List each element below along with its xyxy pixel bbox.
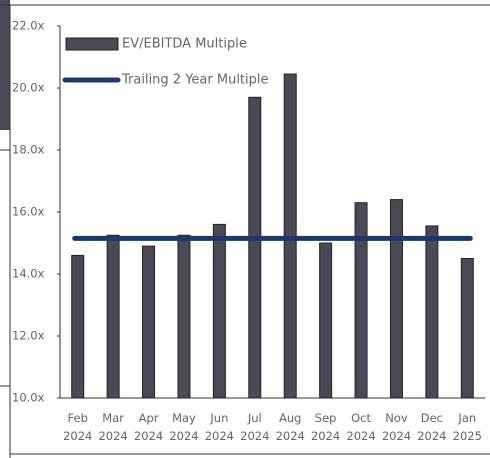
bar [177,234,191,399]
bar [248,96,262,399]
y-tick-label: 18.0x [12,143,45,157]
legend-label: EV/EBITDA Multiple [122,37,247,52]
legend-swatch [65,37,119,51]
bar [354,202,368,399]
y-tick-label: 12.0x [12,329,45,343]
x-tick-label: Feb 2024 [63,411,92,443]
x-tick-label: Mar 2024 [98,411,127,443]
bar [106,234,120,399]
x-tick-label: Oct 2024 [346,411,375,443]
x-tick-label: Dec 2024 [417,411,446,443]
y-tick-label: 14.0x [12,267,45,281]
x-tick-label: Jul 2024 [240,411,269,443]
x-tick-label: Aug 2024 [276,411,305,443]
x-tick-label: Apr 2024 [134,411,163,443]
x-tick-label: May 2024 [169,411,198,443]
x-tick-label: Jan 2025 [453,411,482,443]
legend-label: Trailing 2 Year Multiple [121,73,269,88]
bar [142,245,156,399]
bar [71,254,85,399]
side-panel [0,0,10,130]
bar [319,242,333,399]
y-tick-label: 22.0x [12,19,45,33]
y-tick-label: 16.0x [12,205,45,219]
bar [389,199,403,399]
y-tick-label: 20.0x [12,81,45,95]
bar [460,258,474,399]
bar [425,225,439,399]
bar [212,223,226,399]
y-tick-label: 10.0x [12,391,45,405]
x-tick-label: Nov 2024 [382,411,411,443]
x-tick-label: Jun 2024 [205,411,234,443]
x-tick-label: Sep 2024 [311,411,340,443]
